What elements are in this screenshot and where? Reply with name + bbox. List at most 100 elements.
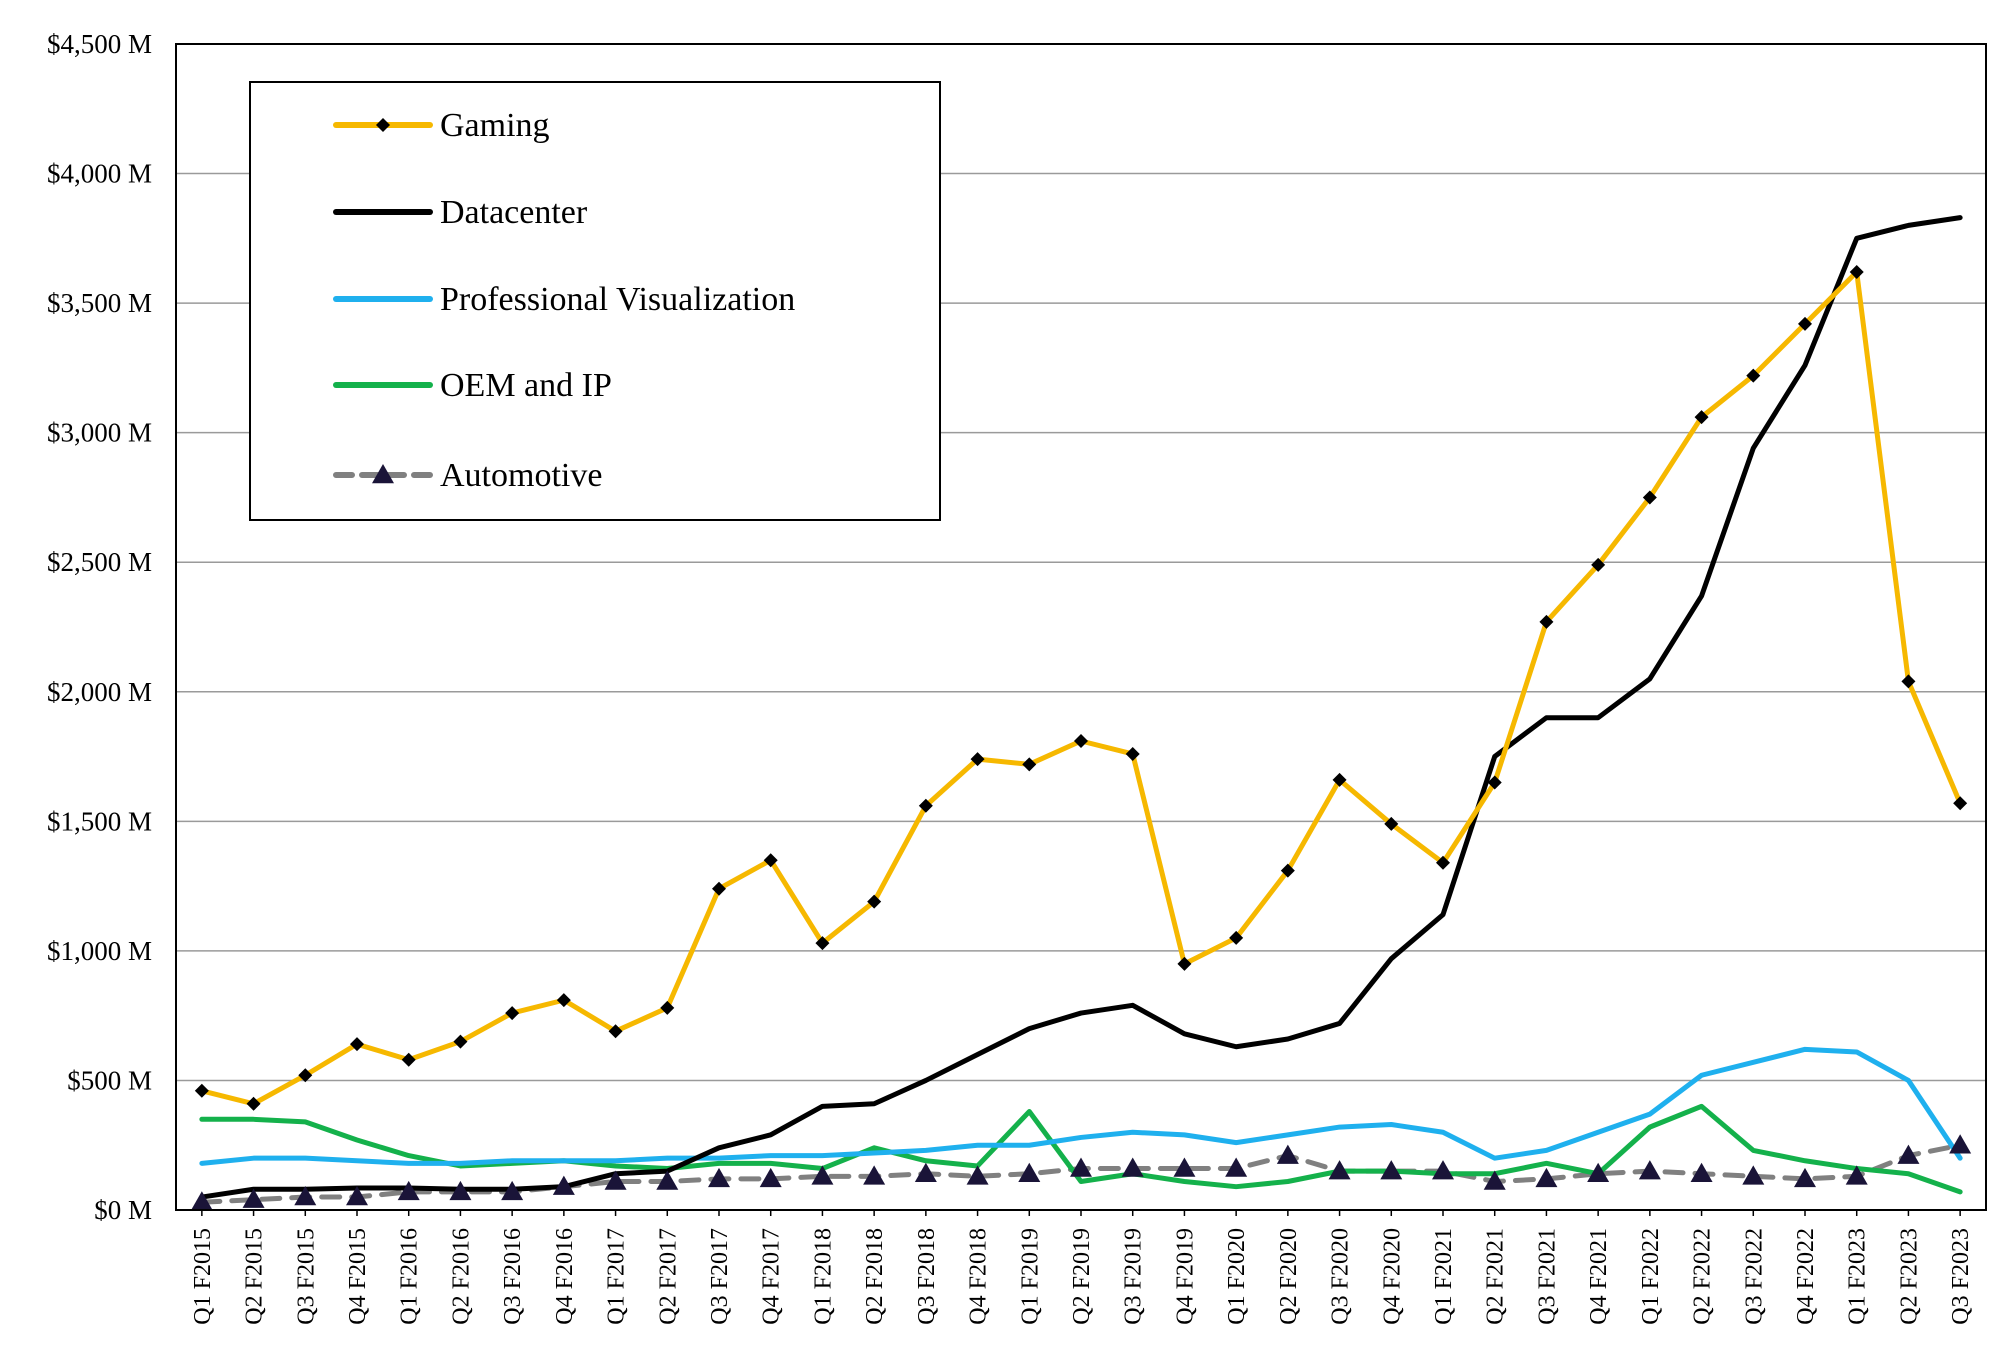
gaming-marker xyxy=(194,1083,209,1098)
automotive-marker xyxy=(501,1180,524,1201)
gaming-marker xyxy=(505,1006,520,1021)
legend-item-datacenter: Datacenter xyxy=(333,194,588,231)
series-markers xyxy=(190,265,1972,1211)
gaming-marker xyxy=(1177,956,1192,971)
automotive-marker xyxy=(914,1162,937,1182)
y-axis-tick-labels: $0 M $500 M $1,000 M $1,500 M $2,000 M $2,500… xyxy=(47,29,152,1225)
gaming-marker xyxy=(1280,863,1295,878)
gaming-marker xyxy=(1436,855,1450,870)
x-tick-label: Q1 F2023 xyxy=(1845,1228,1871,1325)
x-tick-label: Q4 F2015 xyxy=(345,1228,371,1325)
x-tick-label: Q1 F2019 xyxy=(1017,1228,1043,1325)
y-tick-label: $2,000 M xyxy=(47,677,152,707)
x-tick-label: Q2 F2021 xyxy=(1483,1228,1509,1325)
x-tick-label: Q1 F2017 xyxy=(604,1228,630,1325)
gaming-marker xyxy=(918,798,933,813)
x-tick-label: Q4 F2018 xyxy=(966,1228,992,1325)
x-tick-label: Q1 F2015 xyxy=(190,1228,216,1325)
x-tick-label: Q3 F2022 xyxy=(1741,1228,1767,1325)
automotive-marker xyxy=(1121,1157,1144,1177)
gaming-marker xyxy=(1591,557,1606,572)
automotive-marker xyxy=(863,1165,886,1185)
x-tick-label: Q2 F2022 xyxy=(1690,1228,1716,1325)
x-tick-label: Q3 F2016 xyxy=(500,1228,526,1325)
x-tick-label: Q2 F2019 xyxy=(1069,1228,1095,1325)
automotive-marker xyxy=(656,1170,679,1190)
automotive-marker xyxy=(449,1180,472,1201)
y-tick-label: $1,000 M xyxy=(47,936,152,966)
legend-item-oem-and-ip: OEM and IP xyxy=(333,367,612,404)
gaming-marker xyxy=(1487,775,1502,790)
gaming-marker xyxy=(350,1037,364,1052)
automotive-marker xyxy=(1949,1134,1972,1154)
gaming-marker xyxy=(1798,316,1812,331)
automotive-marker xyxy=(708,1167,730,1188)
y-tick-label: $3,000 M xyxy=(47,418,152,448)
automotive-marker xyxy=(346,1186,368,1206)
gaming-marker xyxy=(1746,368,1761,383)
gaming-marker xyxy=(867,894,882,909)
automotive-marker xyxy=(1742,1165,1765,1185)
y-tick-label: $500 M xyxy=(67,1065,152,1095)
automotive-marker xyxy=(1897,1144,1920,1164)
automotive-marker xyxy=(1225,1157,1248,1177)
automotive-marker xyxy=(1587,1162,1610,1182)
automotive-marker xyxy=(1690,1162,1713,1182)
gaming-marker xyxy=(1229,930,1244,945)
automotive-marker xyxy=(1483,1170,1506,1190)
legend-item-professional-visualization: Professional Visualization xyxy=(333,281,795,318)
legend-label: OEM and IP xyxy=(440,367,612,404)
gaming-marker xyxy=(763,853,778,868)
x-tick-label: Q4 F2022 xyxy=(1793,1228,1819,1325)
automotive-marker xyxy=(1380,1160,1403,1180)
automotive-marker xyxy=(190,1191,213,1211)
automotive-marker xyxy=(604,1170,627,1190)
automotive-marker xyxy=(552,1175,575,1195)
y-tick-label: $0 M xyxy=(94,1195,152,1225)
automotive-marker xyxy=(1276,1144,1299,1164)
automotive-marker xyxy=(1845,1165,1868,1185)
automotive-marker xyxy=(811,1165,834,1185)
gaming-marker xyxy=(608,1024,623,1039)
y-tick-label: $1,500 M xyxy=(47,806,152,836)
legend-label: Gaming xyxy=(440,107,550,144)
gaming-marker xyxy=(1953,796,1968,811)
gaming-marker xyxy=(970,752,985,767)
y-tick-label: $4,500 M xyxy=(47,29,152,59)
gaming-marker xyxy=(1642,490,1657,505)
legend-item-gaming: Gaming xyxy=(333,107,550,144)
x-tick-label: Q4 F2021 xyxy=(1586,1228,1612,1325)
gaming-marker xyxy=(298,1068,313,1083)
x-tick-label: Q1 F2021 xyxy=(1431,1228,1457,1325)
gaming-marker xyxy=(246,1096,261,1111)
x-tick-label: Q3 F2017 xyxy=(707,1228,733,1325)
gaming-marker xyxy=(1074,734,1088,749)
automotive-marker xyxy=(1432,1160,1454,1180)
oem-and-ip-series-line xyxy=(199,1103,1963,1195)
automotive-marker xyxy=(294,1186,317,1206)
legend-automotive-marker xyxy=(372,464,394,484)
x-tick-label: Q2 F2018 xyxy=(862,1228,888,1325)
x-tick-label: Q3 F2021 xyxy=(1534,1228,1560,1325)
legend-gaming-marker xyxy=(376,118,390,132)
datacenter-series-line xyxy=(199,215,1963,1200)
gaming-marker xyxy=(1539,614,1554,629)
x-tick-label: Q2 F2015 xyxy=(242,1228,268,1325)
gaming-marker xyxy=(712,881,726,896)
plot-area-frame xyxy=(175,43,1987,1211)
y-tick-label: $4,000 M xyxy=(47,159,152,189)
automotive-marker xyxy=(1173,1157,1196,1177)
legend-label: Automotive xyxy=(440,457,602,494)
automotive-marker xyxy=(1018,1162,1041,1182)
x-tick-label: Q4 F2016 xyxy=(552,1228,578,1325)
professional-visualization-series-line xyxy=(199,1046,1963,1166)
x-tick-label: Q3 F2018 xyxy=(914,1228,940,1325)
x-tick-label: Q3 F2015 xyxy=(293,1228,319,1325)
legend-label: Professional Visualization xyxy=(440,281,795,318)
x-tick-label: Q1 F2020 xyxy=(1224,1228,1250,1325)
x-tick-label: Q2 F2016 xyxy=(448,1228,474,1325)
x-tick-label: Q1 F2018 xyxy=(810,1228,836,1325)
x-tick-label: Q4 F2019 xyxy=(1172,1228,1198,1325)
x-tick-label: Q4 F2020 xyxy=(1379,1228,1405,1325)
